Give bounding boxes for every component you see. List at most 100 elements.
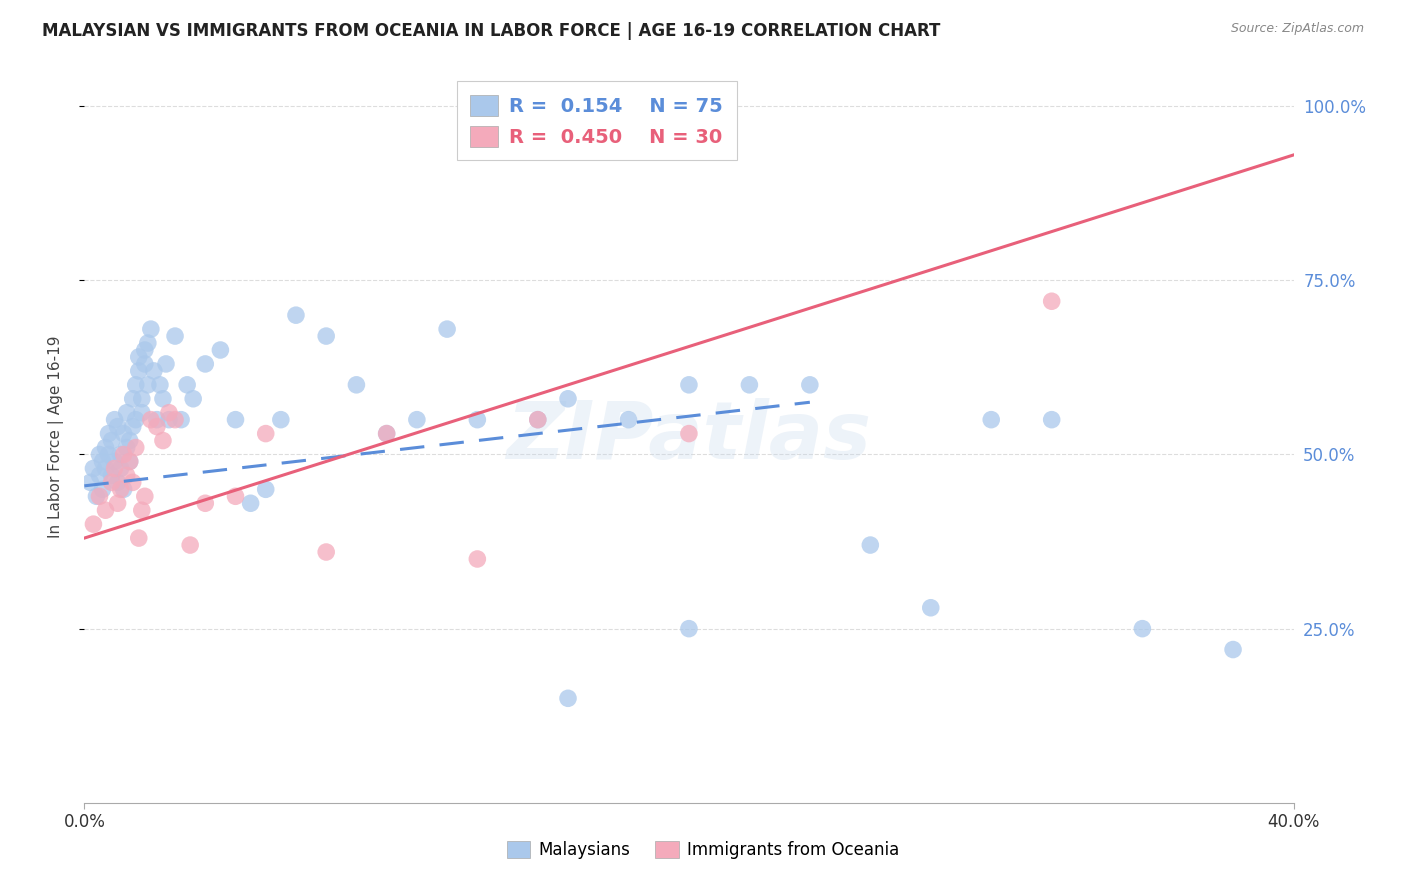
Point	[139, 412, 162, 426]
Point	[527, 412, 550, 426]
Point	[176, 377, 198, 392]
Point	[97, 448, 120, 462]
Point	[157, 406, 180, 420]
Point	[110, 448, 132, 462]
Point	[920, 600, 942, 615]
Point	[157, 412, 180, 426]
Point	[125, 441, 148, 455]
Point	[89, 468, 111, 483]
Point	[859, 538, 882, 552]
Point	[104, 412, 127, 426]
Point	[128, 531, 150, 545]
Point	[91, 454, 114, 468]
Point	[165, 329, 187, 343]
Point	[980, 412, 1002, 426]
Legend: R =  0.154    N = 75, R =  0.450    N = 30: R = 0.154 N = 75, R = 0.450 N = 30	[457, 81, 737, 161]
Point	[110, 461, 132, 475]
Text: ZIPatlas: ZIPatlas	[506, 398, 872, 476]
Point	[104, 461, 127, 475]
Text: Source: ZipAtlas.com: Source: ZipAtlas.com	[1230, 22, 1364, 36]
Y-axis label: In Labor Force | Age 16-19: In Labor Force | Age 16-19	[48, 335, 63, 539]
Point	[1130, 622, 1153, 636]
Point	[239, 496, 262, 510]
Point	[121, 475, 143, 490]
Point	[112, 448, 135, 462]
Point	[112, 426, 135, 441]
Point	[678, 426, 700, 441]
Point	[121, 419, 143, 434]
Point	[557, 691, 579, 706]
Point	[112, 483, 135, 497]
Point	[100, 475, 122, 490]
Point	[527, 412, 550, 426]
Point	[375, 426, 398, 441]
Point	[557, 392, 579, 406]
Point	[89, 489, 111, 503]
Point	[107, 496, 129, 510]
Legend: Malaysians, Immigrants from Oceania: Malaysians, Immigrants from Oceania	[501, 834, 905, 866]
Point	[181, 392, 204, 406]
Point	[467, 412, 489, 426]
Point	[194, 496, 217, 510]
Point	[107, 419, 129, 434]
Point	[155, 357, 177, 371]
Point	[1222, 642, 1244, 657]
Point	[678, 377, 700, 392]
Point	[131, 503, 153, 517]
Point	[104, 454, 127, 468]
Point	[91, 483, 114, 497]
Point	[799, 377, 821, 392]
Point	[89, 448, 111, 462]
Point	[270, 412, 292, 426]
Point	[467, 552, 489, 566]
Point	[125, 377, 148, 392]
Point	[315, 329, 337, 343]
Point	[86, 489, 108, 503]
Point	[225, 412, 247, 426]
Point	[128, 350, 150, 364]
Point	[139, 322, 162, 336]
Point	[346, 377, 368, 392]
Point	[315, 545, 337, 559]
Point	[115, 441, 138, 455]
Point	[128, 364, 150, 378]
Point	[1040, 294, 1063, 309]
Point	[375, 426, 398, 441]
Point	[146, 412, 169, 426]
Point	[134, 343, 156, 357]
Point	[179, 538, 201, 552]
Point	[115, 468, 138, 483]
Point	[79, 475, 101, 490]
Point	[678, 622, 700, 636]
Point	[146, 419, 169, 434]
Point	[134, 357, 156, 371]
Point	[131, 392, 153, 406]
Point	[94, 441, 117, 455]
Point	[136, 377, 159, 392]
Point	[82, 517, 104, 532]
Point	[170, 412, 193, 426]
Point	[165, 412, 187, 426]
Point	[118, 454, 141, 468]
Text: MALAYSIAN VS IMMIGRANTS FROM OCEANIA IN LABOR FORCE | AGE 16-19 CORRELATION CHAR: MALAYSIAN VS IMMIGRANTS FROM OCEANIA IN …	[42, 22, 941, 40]
Point	[254, 426, 277, 441]
Point	[82, 461, 104, 475]
Point	[225, 489, 247, 503]
Point	[738, 377, 761, 392]
Point	[115, 406, 138, 420]
Point	[1040, 412, 1063, 426]
Point	[118, 454, 141, 468]
Point	[149, 377, 172, 392]
Point	[152, 434, 174, 448]
Point	[107, 475, 129, 490]
Point	[94, 461, 117, 475]
Point	[134, 489, 156, 503]
Point	[152, 392, 174, 406]
Point	[285, 308, 308, 322]
Point	[100, 434, 122, 448]
Point	[94, 503, 117, 517]
Point	[142, 364, 165, 378]
Point	[97, 426, 120, 441]
Point	[406, 412, 429, 426]
Point	[617, 412, 640, 426]
